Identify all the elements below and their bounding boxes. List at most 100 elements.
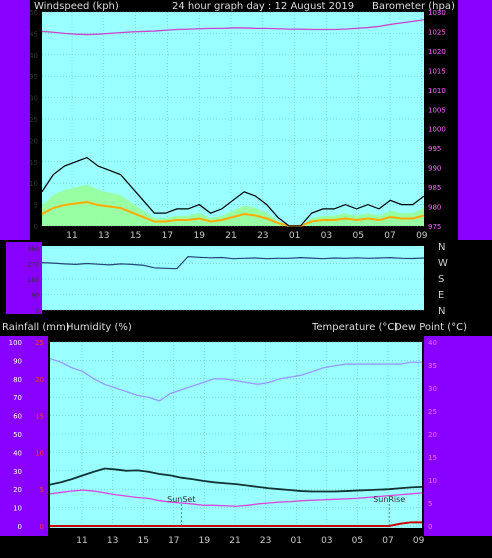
temperature-tick-label: 0: [428, 523, 432, 531]
rainfall-tick-label: 5: [40, 486, 44, 494]
windspeed-label: Windspeed (kph): [34, 1, 119, 12]
x-tick-label: 03: [321, 231, 332, 241]
x-tick-label: 07: [384, 231, 395, 241]
humidity-tick-label: 50: [13, 431, 22, 439]
x-tick-label: 09: [413, 536, 425, 546]
barometer-tick-label: 980: [428, 204, 441, 212]
dewpoint-label: Dew Point (°C): [394, 322, 467, 333]
wind-direction-series: [41, 255, 425, 270]
wind-series: [41, 156, 425, 227]
bottom-left-frame: [0, 336, 48, 536]
sun-marker-label: SunSet: [167, 495, 195, 504]
rainfall-axis: 0 5 10 15 20 25: [35, 339, 44, 531]
humidity-tick-label: 80: [13, 376, 22, 384]
humidity-tick-label: 40: [13, 449, 22, 457]
windspeed-tick-label: 0: [34, 223, 38, 231]
dir-tick-label: 90: [31, 293, 39, 300]
dir-gridlines: [42, 247, 424, 311]
windspeed-tick-label: 5: [34, 202, 38, 210]
x-tick-label: 03: [321, 536, 332, 546]
windspeed-tick-label: 50: [29, 9, 38, 17]
windspeed-tick-label: 15: [29, 159, 38, 167]
rainfall-label: Rainfall (mm): [2, 322, 70, 333]
temperature-tick-label: 10: [428, 477, 437, 485]
dir-tick-label: 0: [35, 308, 39, 315]
humidity-tick-label: 30: [13, 468, 22, 476]
rainfall-tick-label: 25: [35, 339, 44, 347]
windspeed-tick-label: 25: [29, 116, 38, 124]
barometer-axis: 975 980 985 990 995 1000 1005 1010 1015 1020 1025 1…: [428, 9, 446, 231]
barometer-tick-label: 990: [428, 165, 441, 173]
barometer-tick-label: 1025: [428, 28, 446, 36]
compass-label: E: [438, 290, 444, 301]
barometer-tick-label: 985: [428, 184, 441, 192]
top-x-axis: 11 13 15 17 19 21 23 01 03 05 07 09: [66, 231, 428, 241]
barometer-tick-label: 1030: [428, 9, 446, 17]
rainfall-tick-label: 10: [35, 449, 44, 457]
temperature-axis: 0 5 10 15 20 25 30 35 40: [428, 339, 437, 531]
temperature-tick-label: 20: [428, 431, 437, 439]
temperature-line: [49, 467, 423, 493]
dir-tick-label: 180: [28, 277, 40, 284]
top-right-frame: [458, 0, 492, 240]
humidity-label: Humidity (%): [66, 322, 132, 333]
x-tick-label: 21: [229, 536, 240, 546]
x-tick-label: 07: [382, 536, 393, 546]
dir-left-frame: [6, 242, 42, 314]
temperature-tick-label: 25: [428, 408, 437, 416]
temperature-tick-label: 35: [428, 362, 437, 370]
x-tick-label: 23: [257, 231, 268, 241]
top-left-frame: [0, 0, 30, 240]
barometer-tick-label: 975: [428, 223, 441, 231]
rainfall-tick-label: 0: [40, 523, 44, 531]
x-tick-label: 13: [107, 536, 118, 546]
x-tick-label: 11: [66, 231, 77, 241]
temperature-tick-label: 5: [428, 500, 432, 508]
temperature-tick-label: 30: [428, 385, 437, 393]
x-tick-label: 01: [289, 231, 300, 241]
humidity-plot-area: [50, 342, 422, 528]
x-tick-label: 23: [260, 536, 271, 546]
rainfall-tick-label: 15: [35, 413, 44, 421]
barometer-label: Barometer (hpa): [372, 1, 455, 12]
humidity-tick-label: 70: [13, 394, 22, 402]
x-tick-label: 11: [76, 536, 87, 546]
humidity-tick-label: 0: [18, 523, 22, 531]
windspeed-tick-label: 10: [29, 180, 38, 188]
x-tick-label: 19: [193, 231, 205, 241]
dir-plot-area: [42, 246, 424, 310]
barometer-tick-label: 1005: [428, 106, 446, 114]
humidity-tick-label: 60: [13, 413, 22, 421]
x-tick-label: 19: [199, 536, 211, 546]
dir-tick-label: 270: [28, 262, 40, 269]
compass-label: S: [438, 274, 444, 285]
x-tick-label: 05: [352, 231, 363, 241]
humidity-gridlines: [50, 341, 422, 527]
barometer-tick-label: 1000: [428, 126, 446, 134]
x-tick-label: 15: [137, 536, 148, 546]
graph-title: 24 hour graph day : 12 August 2019: [172, 1, 354, 12]
wind-direction-axis: 0 90 180 270 360: [28, 246, 40, 315]
temperature-tick-label: 15: [428, 454, 437, 462]
humidity-tick-label: 90: [13, 357, 22, 365]
windspeed-tick-label: 45: [29, 30, 38, 38]
bottom-right-frame: [424, 336, 492, 536]
sun-marker-label: SunRise: [373, 495, 405, 504]
x-tick-label: 21: [225, 231, 236, 241]
rainfall-tick-label: 20: [35, 376, 44, 384]
dir-tick-label: 360: [28, 246, 40, 253]
windspeed-tick-label: 35: [29, 73, 38, 81]
x-tick-label: 17: [162, 231, 173, 241]
barometer-series: [41, 19, 425, 36]
x-tick-label: 01: [290, 536, 301, 546]
windspeed-axis: 0 5 10 15 20 25 30 35 40 45 50: [29, 9, 38, 231]
bottom-x-axis: 11 13 15 17 19 21 23 01 03 05 07 09: [76, 536, 424, 546]
humidity-temp-series: [49, 357, 423, 527]
temperature-tick-label: 40: [428, 339, 437, 347]
compass-label: N: [438, 242, 445, 253]
barometer-tick-label: 1020: [428, 48, 446, 56]
barometer-tick-label: 995: [428, 145, 441, 153]
